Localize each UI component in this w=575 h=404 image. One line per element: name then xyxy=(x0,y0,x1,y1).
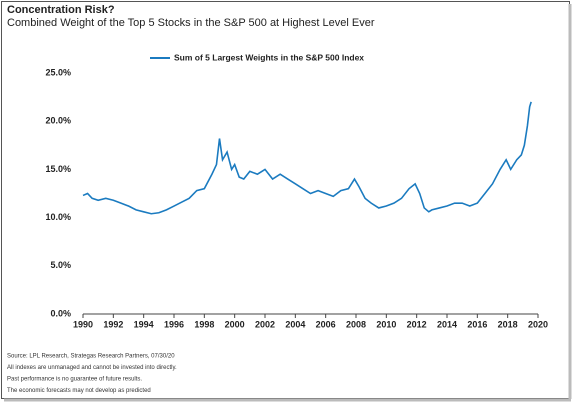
data-line xyxy=(82,101,532,215)
x-tick-label: 1998 xyxy=(194,319,214,329)
y-tick-label: 10.0% xyxy=(45,212,71,222)
y-tick-label: 25.0% xyxy=(45,67,71,77)
x-tick-label: 2018 xyxy=(498,319,518,329)
x-tick-label: 1996 xyxy=(164,319,184,329)
x-tick-label: 2010 xyxy=(376,319,396,329)
chart-subtitle: Combined Weight of the Top 5 Stocks in t… xyxy=(7,17,375,29)
y-tick-label: 5.0% xyxy=(50,260,71,270)
y-tick-label: 15.0% xyxy=(45,164,71,174)
x-tick-label: 2020 xyxy=(528,319,548,329)
x-tick-label: 2012 xyxy=(407,319,427,329)
y-tick-label: 0.0% xyxy=(50,308,71,318)
x-tick-label: 1992 xyxy=(103,319,123,329)
x-tick-label: 2002 xyxy=(255,319,275,329)
footnote: Past performance is no guarantee of futu… xyxy=(7,377,142,383)
footnote: The economic forecasts may not develop a… xyxy=(7,388,151,394)
x-tick-label: 2016 xyxy=(467,319,487,329)
x-tick-label: 2006 xyxy=(316,319,336,329)
x-tick-label: 1990 xyxy=(73,319,93,329)
chart-title: Concentration Risk? xyxy=(7,4,115,16)
footnote: Source: LPL Research, Strategas Research… xyxy=(7,354,175,360)
x-tick-label: 1994 xyxy=(134,319,154,329)
legend-label: Sum of 5 Largest Weights in the S&P 500 … xyxy=(174,52,364,62)
y-tick-label: 20.0% xyxy=(45,116,71,126)
x-tick-label: 2004 xyxy=(285,319,305,329)
x-tick-label: 2000 xyxy=(225,319,245,329)
x-tick-label: 2008 xyxy=(346,319,366,329)
x-tick-label: 2014 xyxy=(437,319,457,329)
footnote: All indexes are unmanaged and cannot be … xyxy=(7,365,177,371)
